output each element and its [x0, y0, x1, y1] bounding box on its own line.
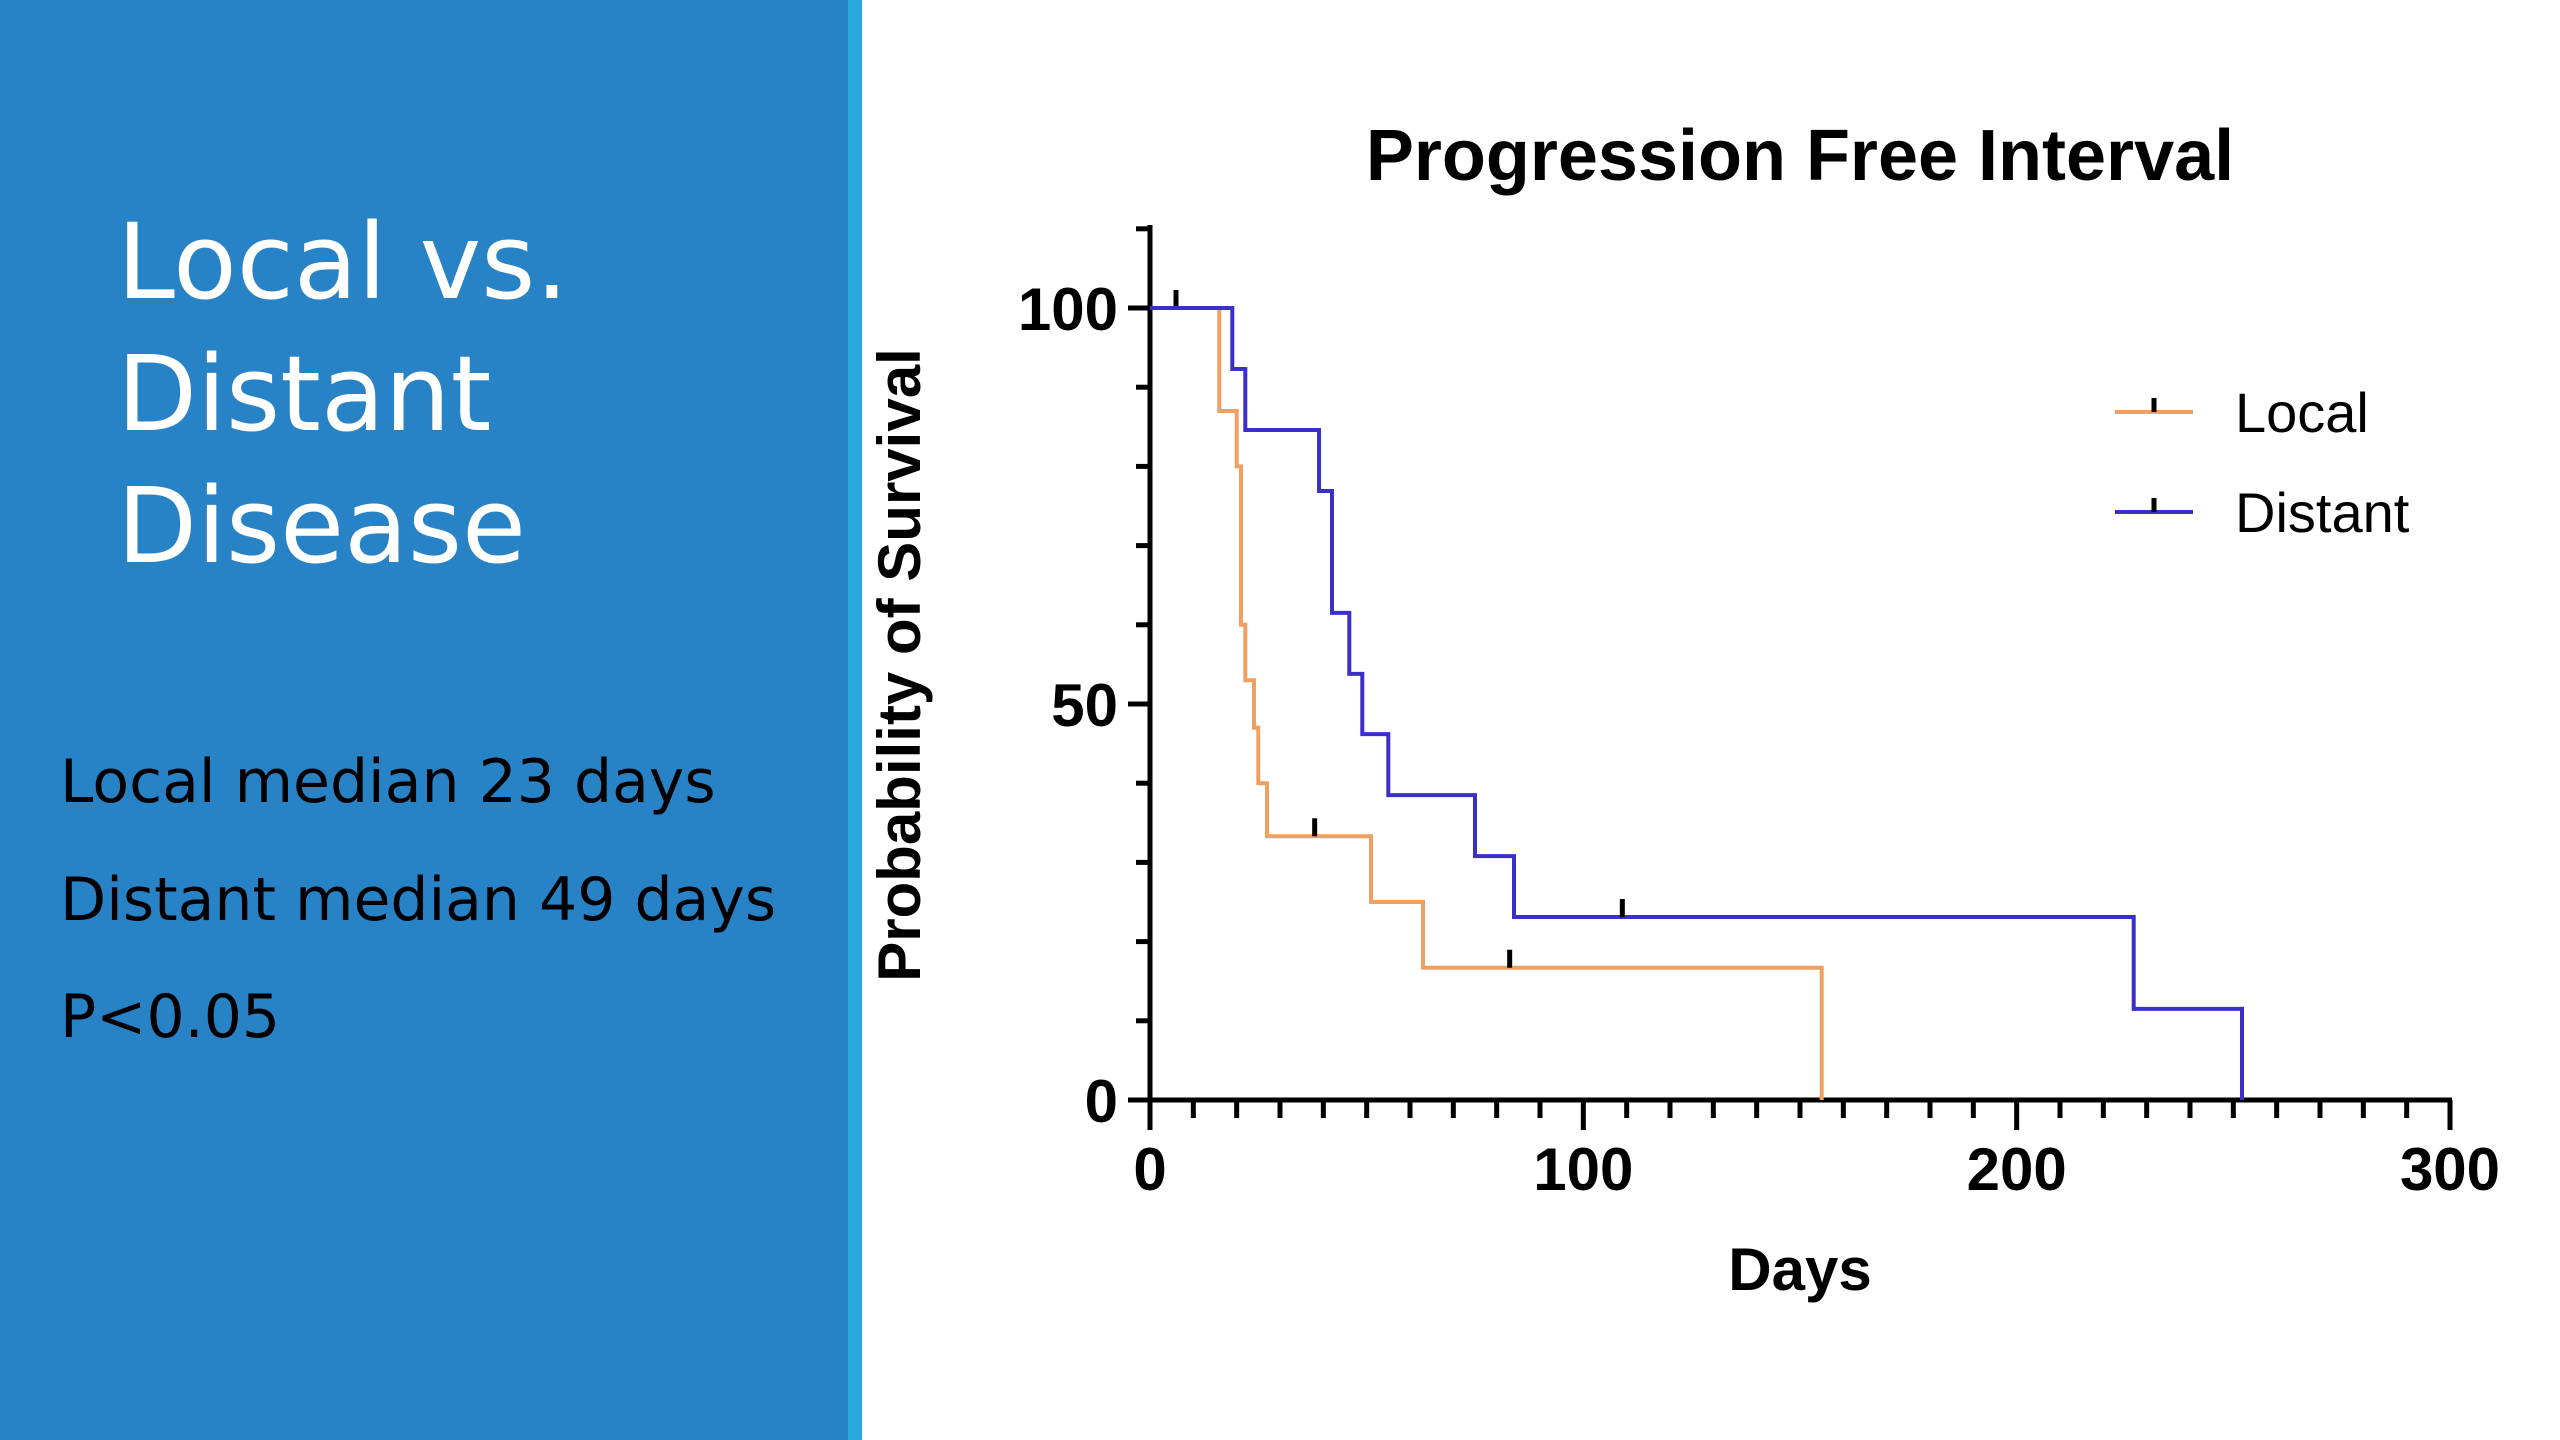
slide-title: Local vs. Distant Disease: [117, 196, 817, 592]
y-tick-label: 0: [1085, 1068, 1118, 1135]
series-line-distant: [1150, 306, 2244, 1100]
x-tick-label: 200: [1967, 1136, 2067, 1203]
x-axis-label: Days: [1728, 1236, 1871, 1303]
legend-label: Local: [2235, 381, 2369, 444]
stat-local-median: Local median 23 days: [60, 747, 716, 817]
chart-title: Progression Free Interval: [1366, 116, 2234, 196]
slide-title-line: Distant: [117, 333, 492, 455]
slide-title-line: Disease: [117, 465, 527, 587]
left-panel: [0, 0, 856, 1440]
y-tick-label: 50: [1051, 672, 1118, 739]
survival-chart: Progression Free Interval Probability of…: [870, 116, 2500, 1303]
accent-bar: [848, 0, 862, 1440]
y-axis-label: Probability of Survival: [870, 348, 933, 982]
stat-distant-median: Distant median 49 days: [60, 865, 777, 935]
y-tick-label: 100: [1018, 276, 1118, 343]
series-line-local: [1150, 306, 1824, 1100]
x-tick-label: 0: [1133, 1136, 1166, 1203]
stat-p-value: P<0.05: [60, 982, 281, 1052]
slide-title-line: Local vs.: [117, 201, 569, 323]
x-tick-label: 100: [1533, 1136, 1633, 1203]
legend-label: Distant: [2235, 481, 2410, 544]
x-tick-label: 300: [2400, 1136, 2500, 1203]
